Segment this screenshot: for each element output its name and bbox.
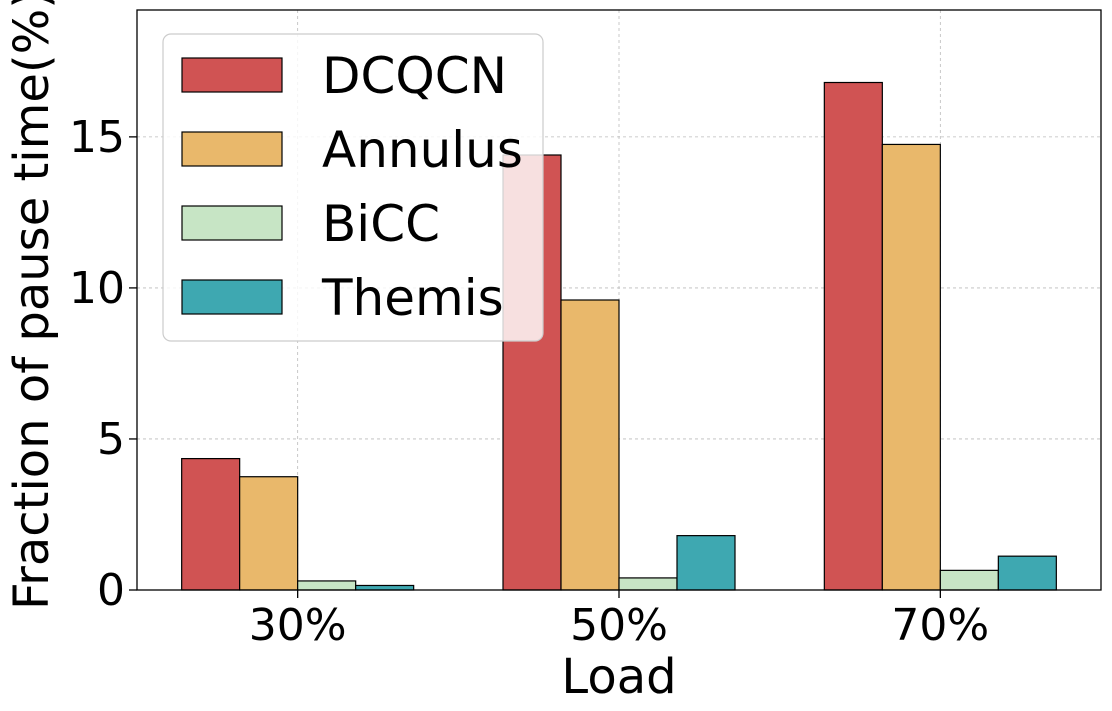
- bar-themis-50pct: [676, 535, 736, 591]
- y-tick-label: 0: [97, 565, 125, 616]
- bar-bicc-50pct: [618, 577, 678, 591]
- bar-bicc-70pct: [939, 569, 999, 591]
- x-tick-label: 50%: [570, 600, 668, 651]
- bar-dcqcn-30pct: [181, 457, 241, 591]
- x-tick-label: 30%: [249, 600, 347, 651]
- y-axis-label: Fraction of pause time(%): [4, 0, 60, 610]
- bar-themis-70pct: [997, 555, 1057, 591]
- y-axis-ticks: 0 5 10 15: [69, 112, 137, 616]
- legend: DCQCN Annulus BiCC Themis: [162, 33, 544, 342]
- x-tick-label: 70%: [891, 600, 989, 651]
- bar-annulus-50pct: [560, 299, 620, 591]
- legend-swatch-annulus: [181, 131, 283, 167]
- y-tick-label: 10: [69, 263, 125, 314]
- legend-label-themis: Themis: [321, 269, 504, 327]
- bar-annulus-30pct: [239, 476, 299, 591]
- y-tick-label: 15: [69, 112, 125, 163]
- legend-swatch-dcqcn: [181, 57, 283, 93]
- legend-swatch-bicc: [181, 205, 283, 241]
- bar-bicc-30pct: [297, 580, 357, 591]
- legend-label-bicc: BiCC: [322, 195, 440, 253]
- legend-label-annulus: Annulus: [322, 121, 523, 179]
- legend-label-dcqcn: DCQCN: [322, 47, 507, 105]
- bar-themis-30pct: [355, 584, 415, 591]
- bars: [181, 81, 1057, 591]
- legend-box: [162, 33, 544, 342]
- x-axis-ticks: 30% 50% 70%: [249, 590, 989, 651]
- bar-annulus-70pct: [881, 143, 941, 591]
- legend-swatch-themis: [181, 279, 283, 315]
- bar-dcqcn-70pct: [823, 81, 883, 591]
- y-tick-label: 5: [97, 414, 125, 465]
- x-axis-label: Load: [561, 649, 676, 705]
